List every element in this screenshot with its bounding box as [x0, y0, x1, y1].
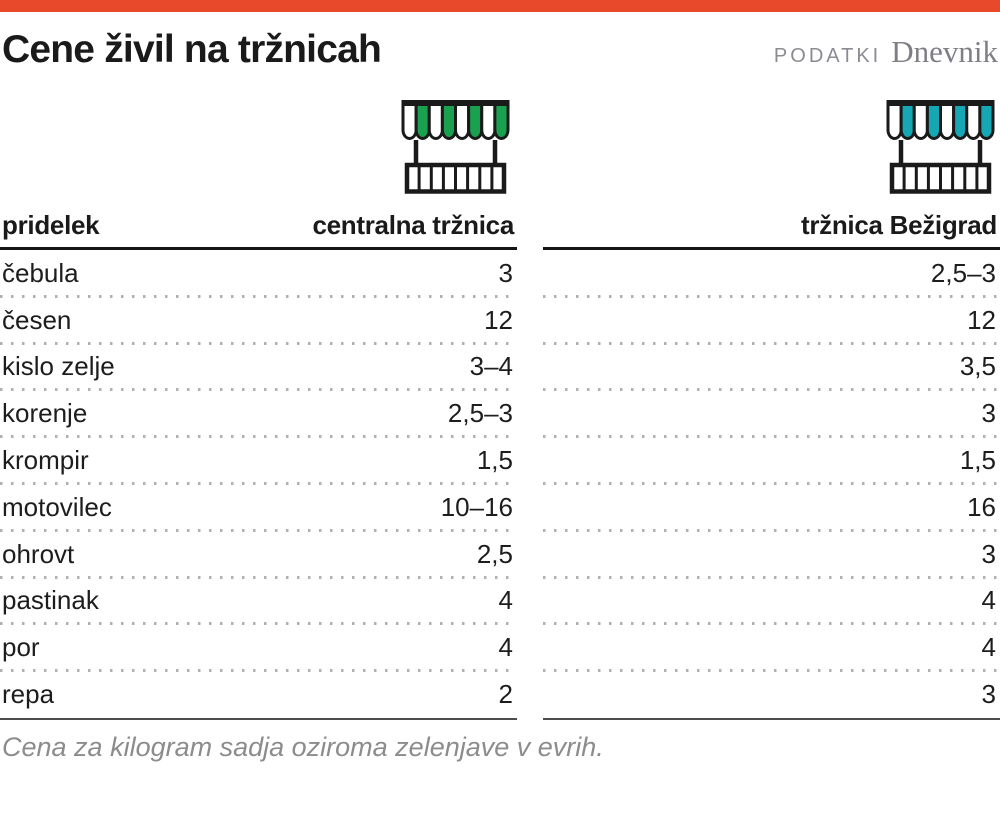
- table-row: 2,5–3: [543, 250, 1000, 298]
- price-value: 3: [981, 538, 996, 569]
- table-body: čebula 3 česen 12 kislo zelje 3–4 korenje 2,5–3…: [0, 250, 517, 720]
- price-value: 2,5: [476, 538, 513, 569]
- masthead: Cene živil na tržnicah PODATKI Dnevnik: [2, 28, 998, 71]
- table-row: krompir 1,5: [0, 437, 517, 485]
- market-stall-icon: [884, 97, 997, 194]
- price-value: 3: [498, 257, 513, 288]
- price-value: 4: [498, 632, 513, 663]
- price-value: 12: [967, 304, 996, 335]
- product-label: korenje: [2, 398, 88, 429]
- price-value: 4: [981, 632, 996, 663]
- price-value: 12: [484, 304, 513, 335]
- table-row: čebula 3: [0, 250, 517, 298]
- table-row: 16: [543, 484, 1000, 532]
- podatki-label: PODATKI: [773, 45, 882, 67]
- table-row: pastinak 4: [0, 578, 517, 626]
- product-label: por: [2, 632, 40, 663]
- column-header: tržnica Bežigrad: [800, 210, 997, 240]
- table-row: 3: [543, 390, 1000, 438]
- table-row: por 4: [0, 624, 517, 672]
- table-row: 4: [543, 624, 1000, 672]
- product-label: čebula: [2, 257, 79, 288]
- product-label: kislo zelje: [2, 351, 115, 382]
- product-label: pastinak: [2, 585, 99, 616]
- table-row: ohrovt 2,5: [0, 531, 517, 579]
- price-table-centralna: pridelek centralna tržnica čebula 3 česen 1…: [0, 210, 517, 720]
- column-header: centralna tržnica: [312, 210, 514, 240]
- product-label: repa: [2, 679, 55, 710]
- price-value: 2,5–3: [447, 398, 513, 429]
- footnote: Cena za kilogram sadja oziroma zelenjave…: [2, 732, 604, 762]
- table-row: korenje 2,5–3: [0, 390, 517, 438]
- product-label: česen: [2, 304, 72, 335]
- table-row: 3: [543, 531, 1000, 579]
- price-table-bezigrad: tržnica Bežigrad 2,5–3 12 3,5 3 1,5 16 3 4 4 3: [543, 210, 1000, 720]
- price-value: 1,5: [476, 445, 513, 476]
- table-row: 12: [543, 297, 1000, 345]
- row-header-label: pridelek: [2, 210, 100, 240]
- price-value: 2,5–3: [930, 257, 996, 288]
- table-body: 2,5–3 12 3,5 3 1,5 16 3 4 4 3: [543, 250, 1000, 720]
- price-value: 4: [981, 585, 996, 616]
- table-header: tržnica Bežigrad: [543, 210, 1000, 250]
- table-row: kislo zelje 3–4: [0, 344, 517, 392]
- table-row: 3: [543, 671, 1000, 718]
- product-label: motovilec: [2, 491, 112, 522]
- table-row: česen 12: [0, 297, 517, 345]
- dnevnik-logo: Dnevnik: [891, 34, 998, 69]
- brand: PODATKI Dnevnik: [774, 34, 998, 70]
- price-value: 1,5: [959, 445, 996, 476]
- product-label: krompir: [2, 445, 89, 476]
- price-value: 3–4: [469, 351, 513, 382]
- table-header: pridelek centralna tržnica: [0, 210, 517, 250]
- accent-bar: [0, 0, 1000, 12]
- price-value: 3: [981, 398, 996, 429]
- table-row: 4: [543, 578, 1000, 626]
- price-value: 10–16: [440, 491, 513, 522]
- price-value: 2: [498, 679, 513, 710]
- product-label: ohrovt: [2, 538, 75, 569]
- table-row: motovilec 10–16: [0, 484, 517, 532]
- price-value: 4: [498, 585, 513, 616]
- market-stall-icon: [399, 97, 512, 194]
- table-row: 3,5: [543, 344, 1000, 392]
- price-value: 3: [981, 679, 996, 710]
- table-row: 1,5: [543, 437, 1000, 485]
- page-title: Cene živil na tržnicah: [2, 28, 382, 71]
- price-value: 16: [967, 491, 996, 522]
- price-value: 3,5: [959, 351, 996, 382]
- table-row: repa 2: [0, 671, 517, 718]
